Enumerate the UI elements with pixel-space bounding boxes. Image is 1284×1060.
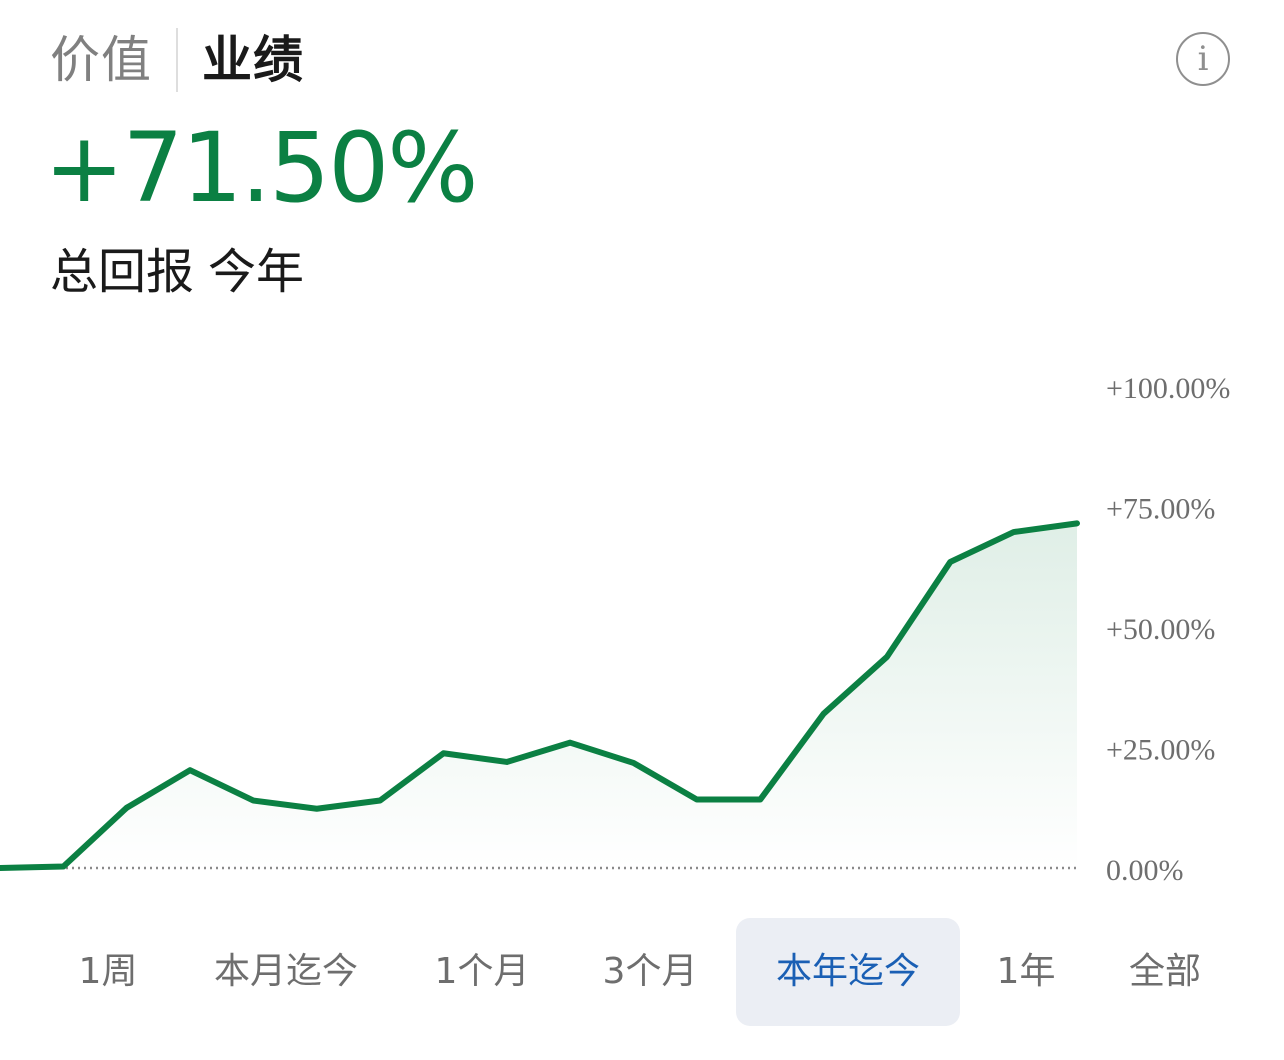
y-axis-tick-label: +100.00% [1106, 372, 1230, 405]
chart-series-line [0, 520, 1080, 871]
range-month-to-date[interactable]: 本月迄今 [213, 951, 358, 992]
info-icon[interactable]: i [1176, 32, 1230, 86]
chart-area-fill [0, 523, 1077, 868]
return-metric-label: 总回报 [50, 244, 195, 300]
y-axis-tick-label: 0.00% [1106, 854, 1184, 887]
range-year-to-date[interactable]: 本年迄今 [736, 918, 960, 1026]
tab-value[interactable]: 价值 [50, 31, 152, 89]
y-axis-tick-label: +75.00% [1106, 493, 1215, 526]
return-period-label: 今年 [208, 244, 305, 300]
total-return-value: +71.50% [44, 112, 478, 224]
range-3-months[interactable]: 3个月 [602, 951, 698, 992]
range-1-month[interactable]: 1个月 [434, 951, 530, 992]
y-axis-tick-label: +25.00% [1106, 734, 1215, 767]
tab-divider [176, 28, 178, 92]
range-all[interactable]: 全部 [1128, 951, 1201, 992]
return-caption: 总回报 今年 [50, 240, 304, 304]
performance-chart: +100.00% +75.00% +50.00% +25.00% 0.00% [0, 372, 1230, 887]
range-1-week[interactable]: 1周 [78, 951, 138, 992]
y-axis-tick-label: +50.00% [1106, 613, 1215, 646]
time-range-selector: 1周 本月迄今 1个月 3个月 本年迄今 1年 全部 [0, 918, 1284, 1028]
range-1-year[interactable]: 1年 [996, 951, 1056, 992]
tab-performance[interactable]: 业绩 [202, 31, 304, 89]
view-tabs: 价值 业绩 [50, 26, 304, 94]
